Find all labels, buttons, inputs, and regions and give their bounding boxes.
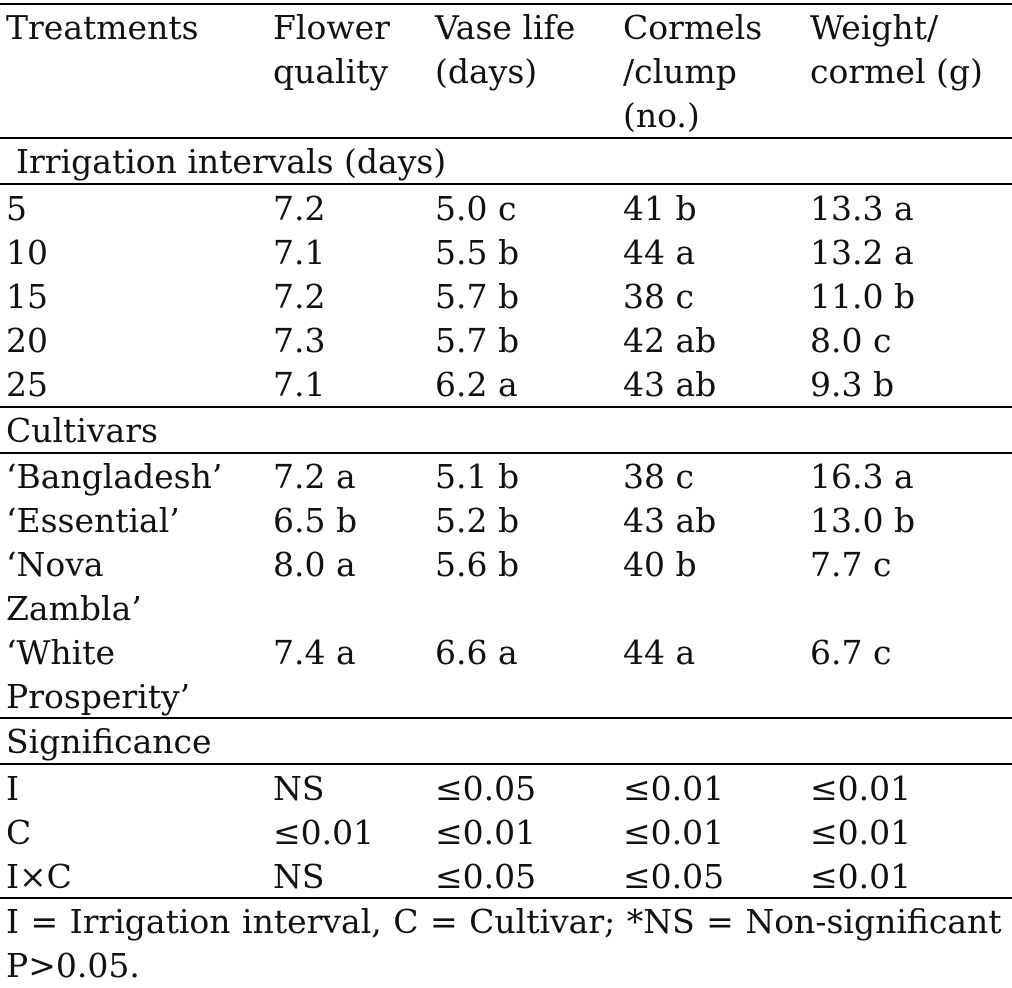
cultivar-row-1-treatment: ‘Bangladesh’ bbox=[6, 457, 223, 496]
cultivar-row-1-cormels: 38 c bbox=[623, 457, 694, 496]
significance-row-3-vase-life: ≤0.05 bbox=[435, 857, 537, 896]
significance-row-2-flower-quality: ≤0.01 bbox=[273, 813, 375, 852]
significance-row-3-flower-quality: NS bbox=[273, 857, 325, 896]
irrigation-row-2-flower-quality: 7.1 bbox=[273, 233, 326, 272]
irrigation-row-1-flower-quality: 7.2 bbox=[273, 189, 326, 228]
irrigation-row-3-flower-quality: 7.2 bbox=[273, 277, 326, 316]
irrigation-row-4-flower-quality: 7.3 bbox=[273, 321, 326, 360]
irrigation-row-3-vase-life: 5.7 b bbox=[435, 277, 520, 316]
cultivar-row-4-cormels: 44 a bbox=[623, 633, 696, 672]
header-flower-quality: Flower quality bbox=[273, 8, 390, 91]
irrigation-row-3-cormels: 38 c bbox=[623, 277, 694, 316]
section-irrigation: Irrigation intervals (days) bbox=[16, 142, 447, 181]
significance-top-rule bbox=[0, 717, 1012, 719]
cultivar-row-1-flower-quality: 7.2 a bbox=[273, 457, 356, 496]
footnote: I = Irrigation interval, C = Cultivar; *… bbox=[6, 902, 1012, 985]
irrigation-row-2-weight: 13.2 a bbox=[810, 233, 914, 272]
irrigation-row-5-flower-quality: 7.1 bbox=[273, 365, 326, 404]
irrigation-row-3-weight: 11.0 b bbox=[810, 277, 916, 316]
cultivar-row-3-cormels: 40 b bbox=[623, 545, 697, 584]
significance-row-2-weight: ≤0.01 bbox=[810, 813, 912, 852]
irrigation-row-4-cormels: 42 ab bbox=[623, 321, 717, 360]
significance-row-1-vase-life: ≤0.05 bbox=[435, 769, 537, 808]
significance-row-1-cormels: ≤0.01 bbox=[623, 769, 725, 808]
cultivar-row-3-weight: 7.7 c bbox=[810, 545, 892, 584]
irrigation-row-2-vase-life: 5.5 b bbox=[435, 233, 520, 272]
cultivar-row-4-vase-life: 6.6 a bbox=[435, 633, 518, 672]
irrigation-row-5-treatment: 25 bbox=[6, 365, 48, 404]
cultivar-row-4-weight: 6.7 c bbox=[810, 633, 892, 672]
header-weight: Weight/ cormel (g) bbox=[810, 8, 983, 91]
cultivar-row-2-vase-life: 5.2 b bbox=[435, 501, 520, 540]
section-cultivars: Cultivars bbox=[6, 411, 158, 450]
significance-row-1-flower-quality: NS bbox=[273, 769, 325, 808]
table-top-rule bbox=[0, 3, 1012, 5]
irrigation-row-1-weight: 13.3 a bbox=[810, 189, 914, 228]
irrigation-row-1-treatment: 5 bbox=[6, 189, 27, 228]
cultivar-row-2-flower-quality: 6.5 b bbox=[273, 501, 358, 540]
irrigation-row-2-treatment: 10 bbox=[6, 233, 48, 272]
header-treatments: Treatments bbox=[6, 8, 199, 47]
cultivar-row-3-treatment: ‘Nova Zambla’ bbox=[6, 545, 142, 628]
cultivar-row-1-weight: 16.3 a bbox=[810, 457, 914, 496]
significance-row-3-treatment: I×C bbox=[6, 857, 72, 896]
cultivar-row-2-treatment: ‘Essential’ bbox=[6, 501, 180, 540]
cultivars-rule bbox=[0, 452, 1012, 454]
cultivar-row-2-cormels: 43 ab bbox=[623, 501, 717, 540]
irrigation-rule bbox=[0, 183, 1012, 185]
irrigation-row-1-cormels: 41 b bbox=[623, 189, 697, 228]
header-cormels: Cormels /clump (no.) bbox=[623, 8, 763, 135]
cultivars-top-rule bbox=[0, 406, 1012, 408]
cultivar-row-4-treatment: ‘White Prosperity’ bbox=[6, 633, 191, 716]
significance-rule bbox=[0, 763, 1012, 765]
significance-row-2-treatment: C bbox=[6, 813, 32, 852]
irrigation-row-3-treatment: 15 bbox=[6, 277, 48, 316]
cultivar-row-4-flower-quality: 7.4 a bbox=[273, 633, 356, 672]
irrigation-row-1-vase-life: 5.0 c bbox=[435, 189, 517, 228]
irrigation-row-2-cormels: 44 a bbox=[623, 233, 696, 272]
section-significance: Significance bbox=[6, 722, 212, 761]
cultivar-row-3-vase-life: 5.6 b bbox=[435, 545, 520, 584]
cultivar-row-1-vase-life: 5.1 b bbox=[435, 457, 520, 496]
significance-row-2-vase-life: ≤0.01 bbox=[435, 813, 537, 852]
irrigation-row-5-cormels: 43 ab bbox=[623, 365, 717, 404]
header-bottom-rule bbox=[0, 137, 1012, 139]
significance-row-1-treatment: I bbox=[6, 769, 20, 808]
significance-row-3-cormels: ≤0.05 bbox=[623, 857, 725, 896]
irrigation-row-4-treatment: 20 bbox=[6, 321, 48, 360]
cultivar-row-3-flower-quality: 8.0 a bbox=[273, 545, 356, 584]
irrigation-row-4-vase-life: 5.7 b bbox=[435, 321, 520, 360]
irrigation-row-5-vase-life: 6.2 a bbox=[435, 365, 518, 404]
cultivar-row-2-weight: 13.0 b bbox=[810, 501, 916, 540]
table-bottom-rule bbox=[0, 897, 1012, 899]
header-vase-life: Vase life (days) bbox=[435, 8, 576, 91]
significance-row-3-weight: ≤0.01 bbox=[810, 857, 912, 896]
irrigation-row-5-weight: 9.3 b bbox=[810, 365, 895, 404]
significance-row-2-cormels: ≤0.01 bbox=[623, 813, 725, 852]
irrigation-row-4-weight: 8.0 c bbox=[810, 321, 892, 360]
significance-row-1-weight: ≤0.01 bbox=[810, 769, 912, 808]
